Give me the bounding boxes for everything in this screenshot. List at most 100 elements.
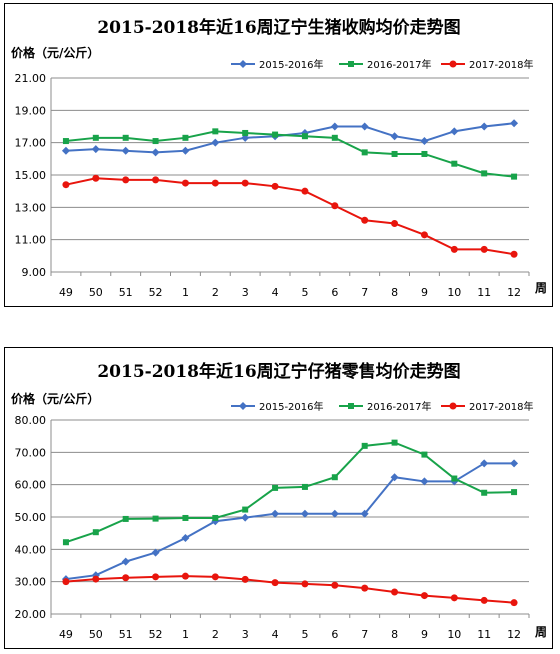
data-point-circle (391, 220, 399, 227)
data-point-diamond (360, 122, 369, 131)
series-line-2 (65, 441, 515, 544)
y-tick-label: 11.00 (15, 234, 47, 247)
x-tick-label: 11 (477, 628, 491, 641)
data-point-square (152, 515, 159, 522)
data-point-square (391, 150, 398, 157)
data-point-square (421, 150, 428, 157)
data-point-diamond (420, 477, 429, 486)
series-line-3 (65, 575, 515, 604)
legend-marker (348, 403, 354, 409)
legend-label: 2016-2017年 (367, 58, 432, 71)
data-point-diamond (480, 459, 489, 468)
x-tick-label: 9 (421, 628, 428, 641)
data-point-square (391, 439, 398, 446)
y-tick-label: 50.00 (15, 511, 47, 524)
x-axis-label: 周 (535, 625, 547, 639)
x-tick-label: 3 (242, 286, 249, 299)
data-point-circle (361, 216, 369, 224)
y-tick-label: 30.00 (15, 576, 47, 589)
data-point-square (481, 489, 488, 496)
x-tick-label: 9 (421, 286, 428, 299)
data-point-diamond (390, 132, 399, 141)
x-tick-label: 7 (361, 628, 368, 641)
data-point-diamond (271, 509, 280, 518)
piglet-retail-price-plot: 2015-2018年近16周辽宁仔猪零售均价走势图 价格（元/公斤） 周 80.… (11, 361, 547, 641)
data-point-circle (241, 575, 249, 583)
data-point-square (331, 474, 338, 481)
data-point-circle (211, 573, 219, 581)
pig-purchase-price-plot: 2015-2018年近16周辽宁生猪收购均价走势图 价格（元/公斤） 周 21.… (11, 17, 547, 299)
y-tick-label: 80.00 (15, 414, 47, 427)
data-point-square (122, 134, 129, 141)
x-tick-label: 5 (301, 286, 308, 299)
y-tick-label: 40.00 (15, 543, 47, 556)
x-tick-label: 4 (272, 286, 279, 299)
data-point-diamond (91, 571, 100, 580)
data-point-diamond (121, 146, 130, 155)
data-point-circle (122, 574, 130, 582)
legend-label: 2015-2016年 (259, 400, 324, 413)
data-point-circle (331, 581, 339, 589)
x-tick-label: 49 (59, 628, 73, 641)
data-point-circle (361, 584, 369, 592)
x-tick-label: 1 (182, 286, 189, 299)
data-point-square (92, 134, 99, 141)
data-point-square (242, 129, 249, 136)
x-tick-label: 12 (507, 628, 521, 641)
data-point-diamond (211, 138, 220, 147)
data-point-diamond (121, 557, 130, 566)
series-line-3 (65, 177, 515, 256)
data-point-circle (181, 572, 189, 580)
data-point-circle (391, 588, 399, 596)
x-tick-label: 12 (507, 286, 521, 299)
data-point-circle (450, 594, 458, 602)
x-axis-label: 周 (535, 281, 547, 295)
data-point-circle (271, 182, 279, 190)
series-line-2 (65, 130, 515, 178)
data-point-square (182, 514, 189, 521)
data-point-square (301, 483, 308, 490)
data-point-square (481, 170, 488, 177)
data-point-square (421, 451, 428, 458)
y-tick-label: 21.00 (15, 72, 47, 85)
x-tick-label: 52 (149, 628, 163, 641)
legend-marker (239, 402, 247, 410)
data-point-circle (510, 599, 518, 607)
legend-label: 2015-2016年 (259, 58, 324, 71)
data-point-circle (211, 179, 219, 187)
data-point-square (511, 489, 518, 496)
piglet-retail-price-chart: 2015-2018年近16周辽宁仔猪零售均价走势图 价格（元/公斤） 周 80.… (4, 347, 553, 649)
data-point-square (122, 515, 129, 522)
data-point-diamond (330, 122, 339, 131)
x-tick-label: 11 (477, 286, 491, 299)
y-tick-label: 19.00 (15, 104, 47, 117)
data-point-diamond (151, 148, 160, 157)
legend-label: 2017-2018年 (469, 400, 534, 413)
data-point-square (361, 149, 368, 156)
data-point-circle (510, 250, 518, 258)
x-tick-label: 5 (301, 628, 308, 641)
data-point-circle (92, 575, 100, 583)
data-point-circle (480, 245, 488, 253)
x-tick-label: 6 (331, 286, 338, 299)
x-tick-label: 4 (272, 628, 279, 641)
data-point-circle (450, 245, 458, 253)
data-point-diamond (91, 145, 100, 154)
y-tick-label: 17.00 (15, 137, 47, 150)
legend-label: 2017-2018年 (469, 58, 534, 71)
data-point-square (451, 475, 458, 482)
data-point-diamond (181, 146, 190, 155)
data-point-square (511, 173, 518, 180)
x-tick-label: 10 (447, 286, 461, 299)
data-point-circle (241, 179, 249, 187)
chart-title: 2015-2018年近16周辽宁仔猪零售均价走势图 (97, 361, 460, 382)
data-point-circle (62, 181, 70, 189)
data-point-square (182, 134, 189, 141)
y-axis-label: 价格（元/公斤） (11, 45, 99, 60)
data-point-diamond (480, 122, 489, 131)
data-point-square (451, 160, 458, 167)
x-tick-label: 6 (331, 628, 338, 641)
data-point-circle (152, 573, 160, 581)
data-point-diamond (510, 459, 519, 468)
data-point-diamond (450, 127, 459, 136)
